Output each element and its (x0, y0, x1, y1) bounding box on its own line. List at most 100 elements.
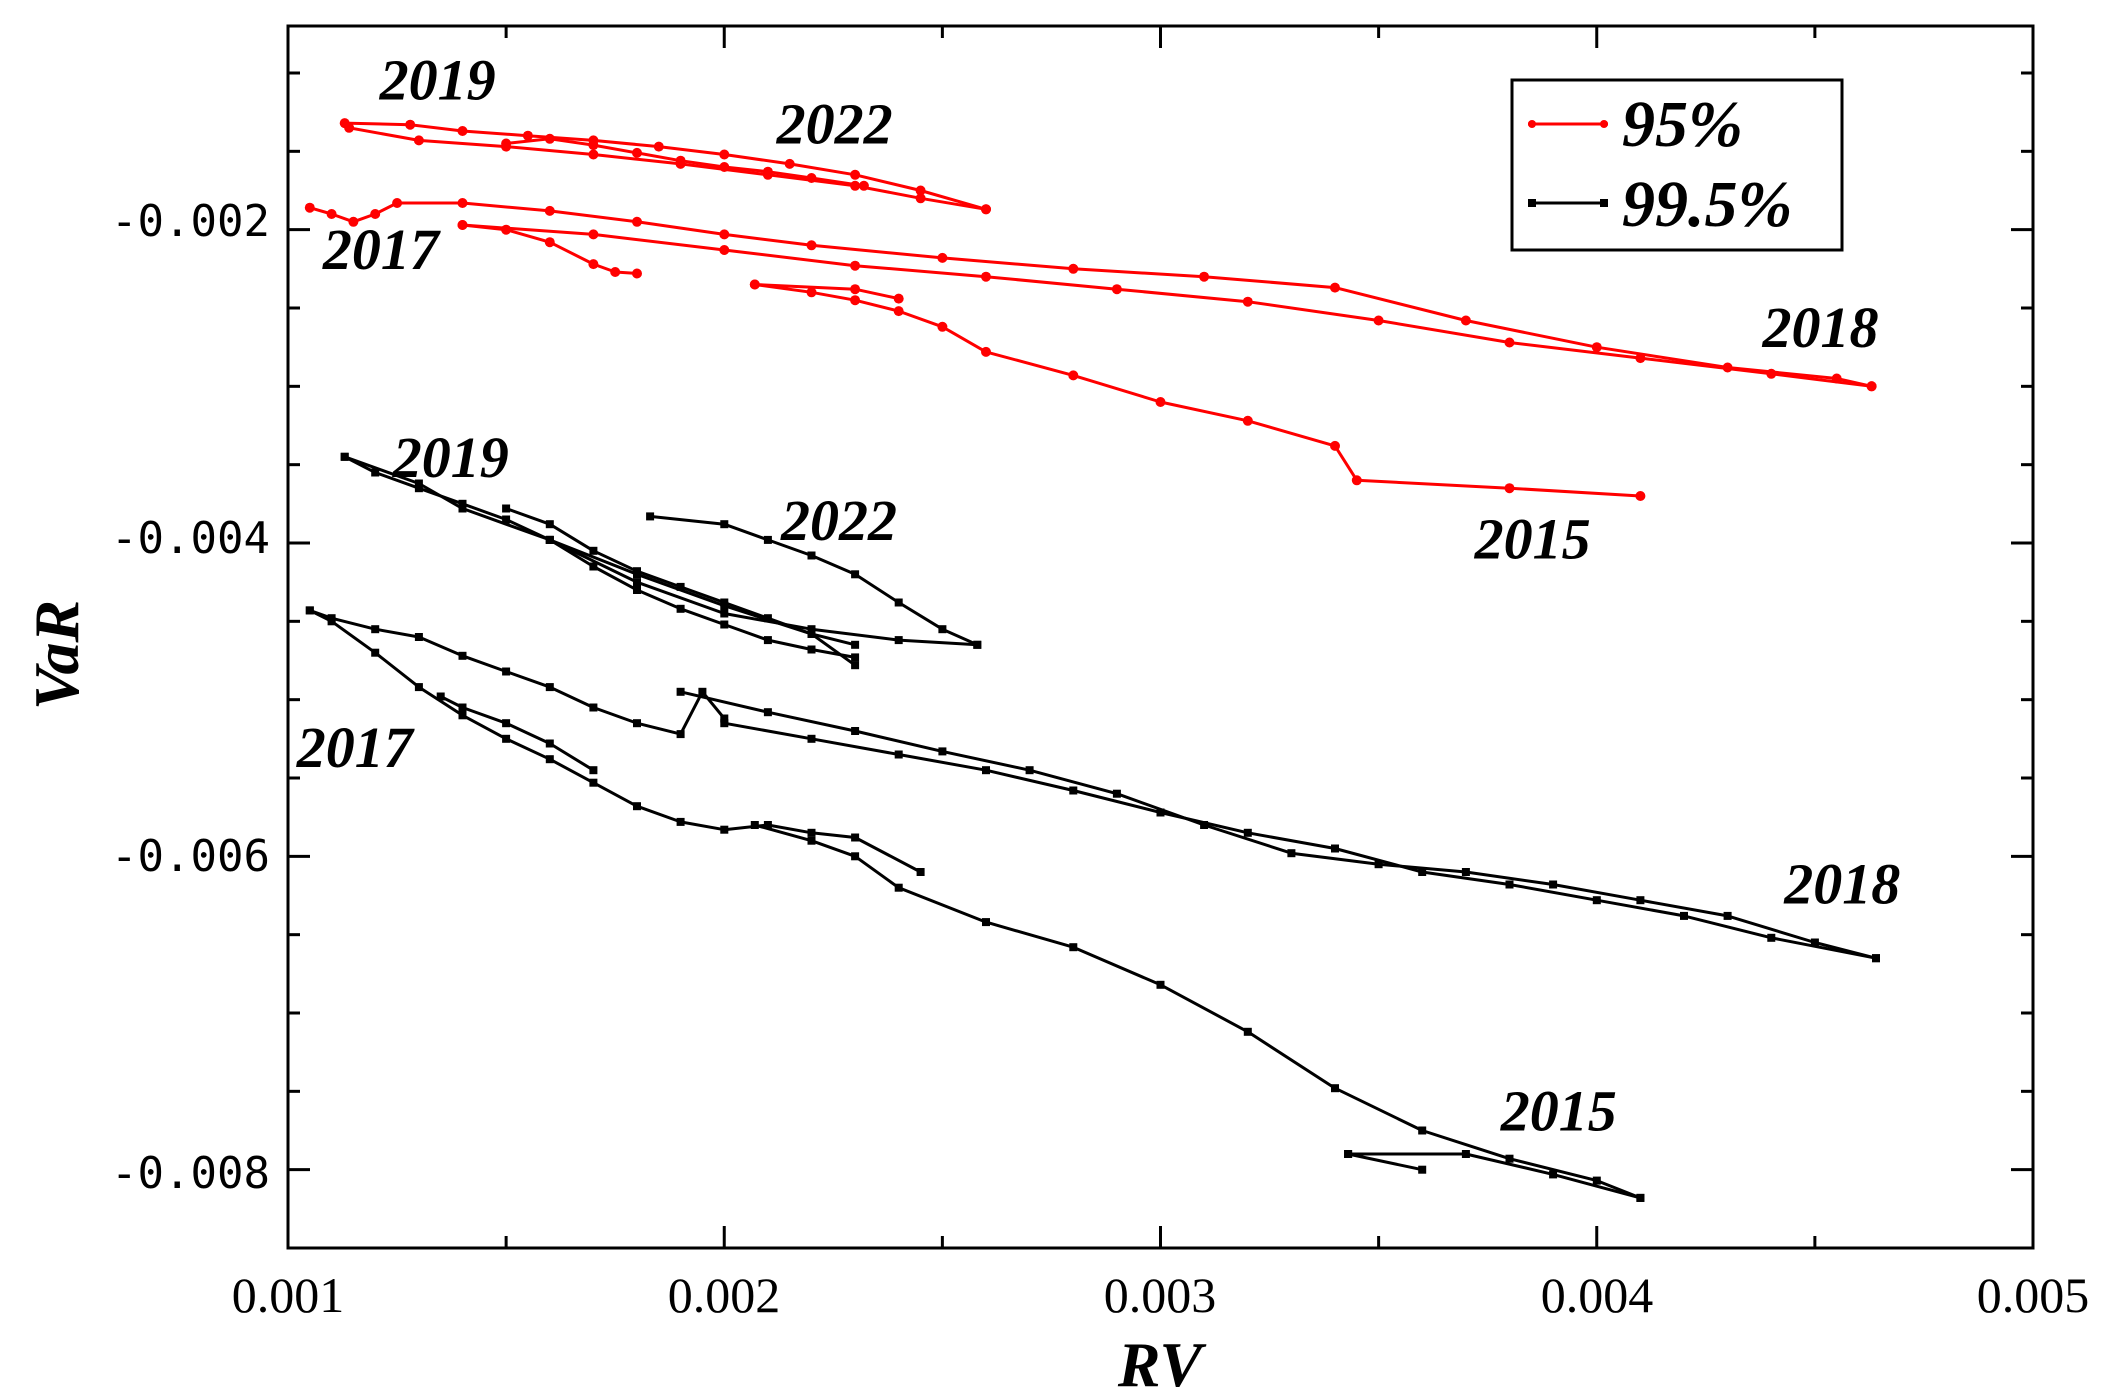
data-point (806, 240, 817, 251)
xtick-label: 0.004 (1541, 1267, 1654, 1323)
data-point (676, 817, 685, 826)
data-point (851, 640, 860, 649)
data-point (545, 739, 554, 748)
data-point (501, 224, 512, 235)
data-point (1635, 353, 1646, 364)
data-point (973, 640, 982, 649)
data-point (414, 633, 423, 641)
data-point (588, 229, 599, 240)
data-point (653, 141, 664, 152)
data-point (807, 734, 816, 743)
data-point (1025, 766, 1034, 775)
data-point (545, 683, 554, 692)
data-point (458, 711, 467, 720)
xtick-label: 0.003 (1104, 1267, 1217, 1323)
data-point (1461, 868, 1470, 876)
ytick-label: -0.002 (111, 196, 270, 247)
ytick-label: -0.004 (111, 513, 270, 564)
data-point (1287, 849, 1296, 858)
legend-box (1510, 78, 1844, 252)
data-point (1866, 381, 1877, 392)
data-point (894, 883, 903, 892)
data-point (1242, 415, 1253, 426)
legend-label-995: 99.5% (1622, 168, 1792, 241)
data-point (676, 730, 685, 739)
legend-marker-995 (1528, 199, 1536, 207)
data-point (1373, 315, 1384, 326)
data-point (937, 321, 948, 332)
data-point (458, 703, 467, 712)
data-point (633, 719, 641, 728)
legend: 95% 99.5% (1510, 78, 1844, 252)
axis-ticks (286, 26, 2035, 1248)
xtick-label: 0.002 (668, 1267, 781, 1323)
data-point (458, 651, 467, 660)
data-point (851, 570, 860, 579)
data-point (981, 271, 991, 282)
data-point (720, 598, 729, 607)
data-point (1460, 315, 1471, 326)
data-point (676, 687, 685, 696)
data-point (305, 606, 314, 615)
data-point (1504, 337, 1515, 348)
data-point (750, 821, 759, 829)
data-point (1351, 475, 1362, 486)
data-point (784, 158, 795, 169)
xtick-label: 0.001 (232, 1267, 345, 1323)
data-point (763, 708, 772, 717)
legend-label-95: 95% (1622, 88, 1743, 161)
data-point (370, 209, 381, 219)
data-point (436, 692, 445, 701)
data-point (851, 727, 860, 735)
data-point (763, 535, 772, 544)
data-point (633, 802, 641, 811)
data-point (851, 661, 860, 670)
data-point (763, 636, 772, 645)
data-point (676, 582, 685, 591)
data-point (1505, 880, 1514, 889)
data-point (545, 755, 554, 764)
data-point (633, 567, 641, 576)
data-point (633, 586, 641, 594)
data-point (1461, 1150, 1470, 1158)
data-point (1767, 933, 1776, 942)
series-line (309, 608, 726, 736)
data-point (371, 625, 380, 634)
data-point (806, 173, 817, 183)
ytick-label: -0.006 (111, 831, 270, 882)
data-point (982, 766, 990, 775)
data-point (457, 126, 468, 136)
data-point (1069, 943, 1078, 952)
data-point (937, 252, 948, 263)
data-point (1156, 980, 1165, 989)
xtick-label: 0.005 (1977, 1267, 2090, 1323)
data-point (915, 185, 926, 196)
data-point (413, 135, 424, 146)
data-point (646, 512, 655, 521)
data-point (749, 279, 760, 290)
data-point (1418, 868, 1427, 876)
data-point (1331, 844, 1339, 853)
data-point (1344, 1150, 1353, 1158)
data-point (1156, 808, 1165, 817)
year-annotation: 2015 (1474, 507, 1591, 572)
data-point (1374, 860, 1383, 869)
data-point (1504, 483, 1515, 494)
data-point (698, 687, 707, 696)
data-point (632, 147, 642, 158)
year-annotation: 2018 (1783, 851, 1900, 916)
data-point (344, 122, 355, 133)
data-point (807, 625, 816, 634)
data-point (371, 468, 380, 477)
data-point (371, 648, 380, 657)
data-point (1330, 440, 1340, 451)
year-annotation: 2017 (296, 715, 415, 780)
data-point (1810, 938, 1819, 947)
data-point (589, 562, 598, 571)
data-point (1243, 1027, 1252, 1036)
data-point (589, 703, 598, 712)
data-point (1505, 1154, 1514, 1163)
data-point (894, 598, 903, 607)
data-point (1243, 828, 1252, 837)
year-annotation: 2018 (1762, 295, 1879, 360)
